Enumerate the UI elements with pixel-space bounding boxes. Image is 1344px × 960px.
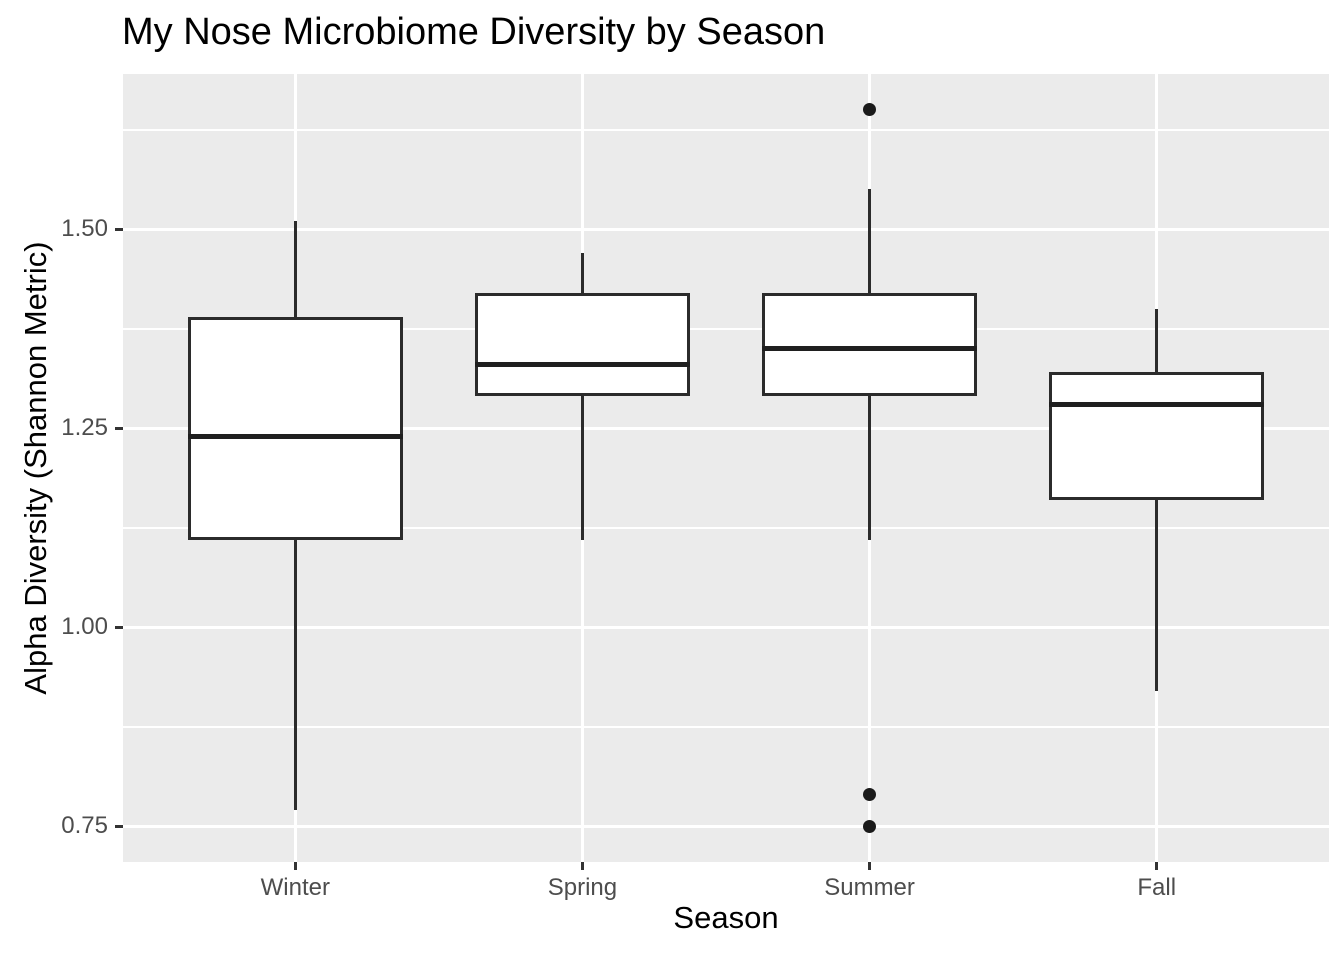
median-line (474, 362, 691, 368)
x-tick-mark (293, 862, 297, 870)
median-line (761, 346, 978, 352)
x-tick-label: Summer (824, 874, 915, 901)
outlier-point (863, 819, 877, 833)
box (761, 292, 978, 397)
x-tick-mark (868, 862, 872, 870)
x-axis-title: Season (673, 900, 779, 935)
x-tick-label: Winter (260, 874, 330, 901)
minor-gridline (123, 327, 1329, 330)
plot-panel (123, 74, 1329, 862)
y-tick-label: 0.75 (61, 812, 108, 840)
box (474, 292, 691, 397)
chart-title: My Nose Microbiome Diversity by Season (122, 11, 826, 53)
x-tick-label: Fall (1137, 874, 1177, 901)
major-gridline (123, 227, 1329, 231)
y-tick-label: 1.00 (61, 613, 108, 641)
y-tick-mark (115, 625, 123, 629)
x-tick-label: Spring (547, 874, 618, 901)
median-line (1049, 401, 1265, 407)
major-gridline (123, 625, 1329, 629)
y-tick-mark (115, 227, 123, 231)
major-gridline (123, 426, 1329, 430)
x-tick-mark (580, 862, 584, 870)
whisker-line (580, 253, 584, 540)
y-tick-mark (115, 824, 123, 828)
minor-gridline (123, 526, 1329, 529)
x-tick-mark (1155, 862, 1159, 870)
outlier-point (863, 787, 877, 801)
median-line (187, 433, 403, 439)
major-gridline (123, 824, 1329, 828)
box (1049, 372, 1265, 500)
y-tick-label: 1.25 (61, 414, 108, 442)
y-tick-mark (115, 426, 123, 430)
minor-gridline (123, 128, 1329, 131)
box (187, 316, 403, 540)
outlier-point (863, 103, 877, 117)
y-tick-label: 1.50 (61, 215, 108, 243)
minor-gridline (123, 725, 1329, 728)
